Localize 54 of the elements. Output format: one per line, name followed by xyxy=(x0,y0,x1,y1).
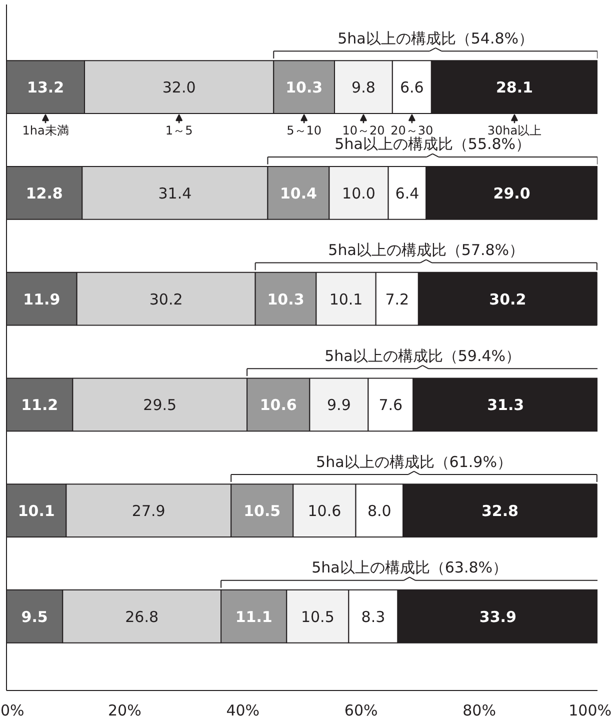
data-label: 11.2 xyxy=(21,396,58,414)
annotation: 5ha以上の構成比（61.9%） xyxy=(316,452,512,471)
data-label: 10.6 xyxy=(308,502,342,520)
data-label: 29.5 xyxy=(143,396,177,414)
legend-label: 1～5 xyxy=(165,124,193,138)
data-label: 12.8 xyxy=(26,184,63,202)
data-label: 26.8 xyxy=(125,608,159,626)
data-label: 10.1 xyxy=(329,290,363,308)
x-tick-label: 60% xyxy=(344,702,378,720)
data-label: 29.0 xyxy=(493,184,530,202)
data-label: 7.2 xyxy=(385,290,410,308)
data-label: 11.1 xyxy=(235,608,272,626)
data-label: 13.2 xyxy=(27,78,64,97)
data-label: 10.5 xyxy=(300,608,334,626)
x-tick-label: 40% xyxy=(226,702,260,720)
data-label: 33.9 xyxy=(479,608,516,626)
data-label: 10.6 xyxy=(260,396,297,414)
data-label: 30.2 xyxy=(489,290,526,308)
data-label: 9.8 xyxy=(352,78,376,97)
data-label: 7.6 xyxy=(378,396,403,414)
data-label: 31.3 xyxy=(487,396,524,414)
data-label: 32.8 xyxy=(481,502,518,520)
data-label: 9.5 xyxy=(21,608,48,626)
data-label: 6.4 xyxy=(395,184,420,202)
data-label: 9.9 xyxy=(327,396,351,414)
annotation: 5ha以上の構成比（54.8%） xyxy=(338,29,534,48)
legend-label: 30ha以上 xyxy=(487,124,542,138)
data-label: 8.0 xyxy=(367,502,392,520)
legend-label: 5～10 xyxy=(286,124,322,138)
x-tick-label: 20% xyxy=(108,702,142,720)
data-label: 10.5 xyxy=(244,502,281,520)
data-label: 11.9 xyxy=(23,290,60,308)
data-label: 32.0 xyxy=(162,78,196,97)
data-label: 10.1 xyxy=(18,502,55,520)
data-label: 10.3 xyxy=(267,290,304,308)
data-label: 27.9 xyxy=(132,502,166,520)
annotation: 5ha以上の構成比（57.8%） xyxy=(328,241,524,260)
annotation: 5ha以上の構成比（59.4%） xyxy=(324,346,521,365)
data-label: 28.1 xyxy=(496,78,533,97)
data-label: 31.4 xyxy=(158,184,192,202)
data-label: 8.3 xyxy=(361,608,386,626)
x-tick-label: 80% xyxy=(462,702,496,720)
legend-label: 1ha未満 xyxy=(22,124,69,138)
x-tick-label: 100% xyxy=(568,702,611,720)
legend-label: 20～30 xyxy=(390,124,434,138)
annotation: 5ha以上の構成比（55.8%） xyxy=(334,135,531,154)
data-label: 10.0 xyxy=(342,184,376,202)
legend-label: 10～20 xyxy=(342,124,385,138)
data-label: 10.4 xyxy=(280,184,317,202)
data-label: 30.2 xyxy=(149,290,183,308)
x-tick-label: 0% xyxy=(0,702,24,720)
data-label: 10.3 xyxy=(286,78,323,97)
data-label: 6.6 xyxy=(400,78,424,97)
annotation: 5ha以上の構成比（63.8%） xyxy=(312,558,508,577)
